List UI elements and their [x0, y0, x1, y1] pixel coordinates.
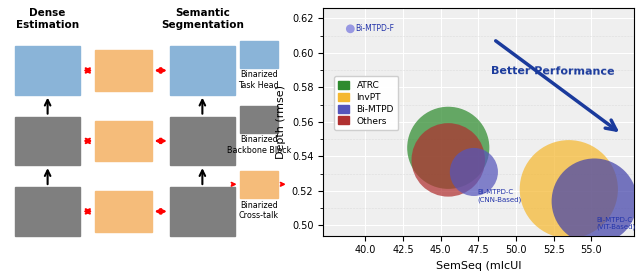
Point	[443, 158, 453, 162]
Bar	[239, 171, 278, 198]
X-axis label: SemSeq (mIcUI: SemSeq (mIcUI	[436, 261, 521, 271]
Text: Bi-MTPD-C
(ViT-Based): Bi-MTPD-C (ViT-Based)	[596, 217, 635, 230]
Point	[564, 187, 574, 191]
Bar	[15, 187, 81, 236]
Text: Better Performance: Better Performance	[492, 66, 615, 77]
Y-axis label: Depth (rmse): Depth (rmse)	[276, 85, 286, 159]
Legend: ATRC, InvPT, Bi-MTPD, Others: ATRC, InvPT, Bi-MTPD, Others	[334, 76, 398, 130]
Bar	[170, 46, 235, 95]
Bar	[239, 106, 278, 133]
Bar	[95, 121, 152, 161]
Bar	[15, 117, 81, 165]
Text: Dense
Estimation: Dense Estimation	[16, 8, 79, 30]
Bar	[239, 41, 278, 68]
Bar	[170, 187, 235, 236]
Point	[345, 27, 355, 31]
Bar	[95, 50, 152, 91]
Text: Bi-MTPD-F: Bi-MTPD-F	[355, 24, 394, 33]
Point	[443, 146, 453, 150]
Bar	[95, 191, 152, 232]
Text: Binarized
Task Head: Binarized Task Head	[239, 70, 279, 90]
Point	[589, 199, 600, 204]
Text: Semantic
Segmentation: Semantic Segmentation	[161, 8, 244, 30]
Point	[468, 170, 479, 174]
Bar	[15, 46, 81, 95]
Text: Bi-MTPD-C
(CNN-Based): Bi-MTPD-C (CNN-Based)	[477, 189, 521, 203]
Text: Binarized
Backbone Block: Binarized Backbone Block	[227, 136, 291, 155]
Text: Binarized
Cross-talk: Binarized Cross-talk	[239, 201, 279, 220]
Bar	[170, 117, 235, 165]
